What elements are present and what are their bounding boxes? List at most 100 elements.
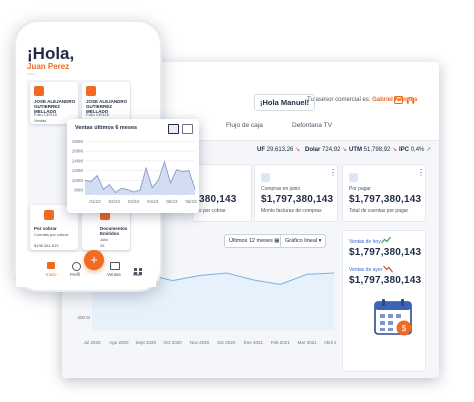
chart-type-label: Gráfico lineal	[285, 238, 318, 244]
profile-icon[interactable]	[72, 262, 81, 271]
y-tick-label: 180M	[72, 139, 84, 144]
headset-icon[interactable]	[406, 96, 415, 105]
kebab-menu-icon[interactable]: ⋮	[417, 168, 425, 177]
card-amount: $1,797,380,143	[261, 194, 334, 205]
advisor-prefix: Tu asesor comercial es:	[307, 97, 371, 103]
tab-flujo-de-caja[interactable]: Flujo de caja	[226, 122, 263, 129]
invoice-icon	[86, 86, 96, 96]
sales-area-chart: 200 M Jul 2020 Ago 2020 Sept 2020 Oct 2020 No…	[77, 272, 336, 345]
card-sub: s por cobrar	[199, 208, 226, 214]
x-tick-label: 03/23	[128, 199, 140, 204]
data-point	[84, 180, 86, 181]
card-por-cobrar-partial[interactable]: 380,143 s por cobrar	[192, 164, 252, 222]
grid-more-icon[interactable]	[134, 262, 142, 275]
chart-type-select[interactable]: Gráfico lineal ▾	[280, 234, 327, 248]
y-tick-label: 120M	[72, 168, 84, 173]
x-tick-label: Dic 2020	[218, 340, 236, 345]
data-point	[139, 189, 141, 191]
data-point	[170, 182, 171, 184]
indicator-uf: UF 29.613,26 ↘	[257, 147, 301, 153]
wallet-icon	[44, 210, 54, 220]
card-amount: $198.381.819	[34, 243, 59, 248]
nav-mas[interactable]: Más	[133, 272, 142, 277]
x-tick-label: Abril 2021	[324, 340, 336, 345]
period-select-label: Últimos 12 meses	[229, 238, 273, 244]
nav-perfil[interactable]: Perfil	[70, 272, 81, 277]
chevron-down-icon: ▾	[318, 238, 322, 244]
y-tick-label: 200 M	[77, 315, 90, 320]
card-sub: Total de cuentas por pagar	[349, 208, 409, 214]
data-point	[164, 161, 165, 163]
mail-icon[interactable]	[394, 96, 403, 104]
indicator-utm: UTM 51,798,92 ↘	[349, 147, 398, 153]
card-por-pagar[interactable]: ⋮ Por pagar $1,797,380,143 Total de cuen…	[342, 164, 426, 222]
data-point	[306, 273, 308, 275]
sales-icon[interactable]	[110, 262, 120, 270]
data-point	[151, 187, 153, 189]
card-title: Por cobrar	[34, 226, 57, 231]
phone-card-client-2[interactable]: JOSE ALEJANDRO GUTIERREZ MELLADO Folio 1…	[82, 82, 130, 124]
x-tick-label: 01/23	[89, 199, 101, 204]
data-point	[157, 180, 159, 181]
data-point	[188, 170, 190, 172]
client-folio: Folio 139118	[86, 112, 109, 117]
svg-text:$: $	[402, 324, 407, 333]
series-area	[85, 161, 195, 195]
x-tick-label: 04/23	[147, 199, 159, 204]
kebab-menu-icon[interactable]: ⋮	[329, 168, 337, 177]
x-tick-label: 02/23	[109, 199, 121, 204]
x-tick-label: Sept 2020	[136, 340, 157, 345]
data-point	[226, 272, 227, 274]
client-folio: Folio 139118	[34, 112, 57, 117]
client-type: Ventas	[34, 118, 47, 123]
chart-title: Ventas últimos 6 meses	[75, 125, 138, 131]
y-tick-label: 140M	[72, 158, 84, 163]
data-point	[182, 171, 184, 172]
x-tick-label: Oct 2020	[164, 340, 183, 345]
data-point	[145, 167, 147, 169]
bar-chart-toggle-icon[interactable]	[168, 124, 179, 134]
phone-card-client-1[interactable]: JOSE ALEJANDRO GUTIERREZ MELLADO Folio 1…	[30, 82, 78, 124]
document-icon	[100, 210, 110, 220]
add-fab-button[interactable]: +	[84, 250, 104, 270]
sales-today-amount: $1,797,380,143	[349, 247, 422, 258]
data-point	[333, 272, 335, 274]
sales-today-label: Ventas de hoy	[349, 239, 381, 245]
invoice-icon	[34, 86, 44, 96]
trend-up-icon	[381, 236, 391, 244]
card-label: Por pagar	[349, 186, 371, 192]
y-tick-label: 80M	[74, 188, 83, 193]
trend-down-icon	[383, 265, 393, 273]
greeting-pill[interactable]: ¡Hola Manuel!	[254, 94, 316, 111]
nav-ventas[interactable]: Ventas	[107, 272, 121, 277]
y-tick-label: 100M	[72, 178, 84, 183]
data-point	[172, 280, 174, 281]
table-toggle-icon[interactable]	[182, 124, 193, 134]
x-tick-label: 06/23	[185, 199, 197, 204]
x-tick-label: Ene 2021	[244, 340, 264, 345]
indicator-ipc: IPC 0,4% ↗	[399, 147, 432, 153]
series-area	[92, 273, 334, 330]
data-point	[194, 188, 196, 190]
data-point	[96, 175, 98, 176]
tab-defontana-tv[interactable]: Defontana TV	[292, 122, 332, 129]
period-select[interactable]: Últimos 12 meses ▦	[224, 234, 285, 248]
data-point	[115, 192, 116, 193]
x-tick-label: Jul 2020	[83, 340, 101, 345]
data-point	[90, 181, 92, 182]
client-name: JOSE ALEJANDRO GUTIERREZ MELLADO	[86, 99, 128, 115]
card-title: Documentos Emitidos	[100, 226, 128, 237]
nav-inicio[interactable]: Inicio	[46, 272, 57, 277]
sales-today-card[interactable]: Ventas de hoy $1,797,380,143 Ventas de a…	[342, 230, 426, 372]
sales-yesterday-amount: $1,797,380,143	[349, 275, 422, 286]
home-icon[interactable]	[47, 262, 55, 269]
desktop-dashboard: ¡Hola Manuel! Tu asesor comercial es: Ga…	[62, 62, 439, 378]
card-label: Compras en junio	[261, 186, 301, 192]
document-icon	[349, 173, 358, 182]
x-tick-label: Feb 2021	[271, 340, 291, 345]
x-tick-label: 05/23	[166, 199, 178, 204]
data-point	[102, 188, 104, 190]
mini-line-chart: 80M 100M 120M 140M 160M 180M 01/23 02/23 03/23 04…	[72, 139, 197, 204]
card-compras-junio[interactable]: ⋮ Compras en junio $1,797,380,143 Monto …	[254, 164, 338, 222]
data-point	[176, 169, 178, 171]
